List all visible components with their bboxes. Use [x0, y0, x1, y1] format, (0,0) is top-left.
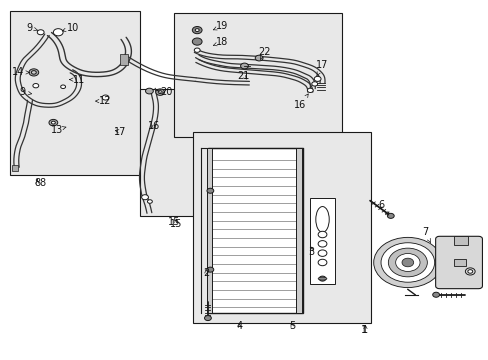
- Circle shape: [142, 195, 148, 200]
- Bar: [453, 259, 466, 266]
- Circle shape: [380, 243, 434, 282]
- Circle shape: [194, 48, 200, 52]
- Text: 13: 13: [51, 125, 66, 135]
- Text: 9: 9: [26, 23, 38, 33]
- Circle shape: [432, 292, 439, 297]
- Bar: [207, 148, 303, 313]
- Text: 18: 18: [213, 37, 228, 47]
- Text: 8: 8: [34, 177, 40, 188]
- Circle shape: [387, 248, 427, 277]
- Circle shape: [255, 55, 263, 61]
- Text: 17: 17: [316, 60, 328, 76]
- Bar: [207, 148, 212, 313]
- Text: 20: 20: [157, 87, 172, 97]
- Text: 22: 22: [257, 46, 270, 59]
- Circle shape: [192, 27, 202, 34]
- Circle shape: [29, 69, 39, 76]
- Bar: [193, 132, 370, 323]
- Ellipse shape: [192, 40, 201, 43]
- Text: 8: 8: [39, 178, 45, 188]
- Circle shape: [33, 84, 39, 88]
- Circle shape: [319, 276, 325, 281]
- Text: 5: 5: [288, 321, 295, 331]
- Bar: [296, 148, 302, 313]
- Circle shape: [240, 63, 248, 69]
- Text: 21: 21: [237, 71, 249, 81]
- Circle shape: [373, 237, 441, 288]
- Text: 15: 15: [167, 217, 180, 227]
- Ellipse shape: [315, 207, 328, 232]
- Text: 4: 4: [236, 321, 242, 331]
- Circle shape: [61, 85, 65, 89]
- Text: 12: 12: [95, 96, 111, 106]
- Circle shape: [318, 240, 326, 247]
- Text: 3: 3: [308, 247, 314, 257]
- Bar: [12, 165, 18, 171]
- Circle shape: [156, 89, 164, 95]
- Circle shape: [158, 91, 162, 94]
- Circle shape: [195, 29, 199, 32]
- Ellipse shape: [318, 277, 326, 280]
- Circle shape: [145, 88, 153, 94]
- Circle shape: [395, 253, 419, 271]
- Bar: [10, 12, 140, 175]
- Circle shape: [192, 38, 202, 45]
- Text: 6: 6: [377, 200, 388, 215]
- Bar: [173, 13, 341, 137]
- Circle shape: [401, 258, 413, 267]
- Circle shape: [314, 76, 321, 81]
- Circle shape: [465, 268, 474, 275]
- Text: 11: 11: [69, 75, 84, 85]
- Bar: [140, 89, 210, 216]
- Circle shape: [51, 121, 55, 124]
- Text: 14: 14: [12, 67, 29, 77]
- Text: 16: 16: [294, 94, 307, 110]
- Bar: [310, 198, 334, 284]
- Circle shape: [37, 30, 44, 35]
- Circle shape: [204, 316, 211, 320]
- Text: 17: 17: [114, 127, 126, 136]
- Circle shape: [311, 82, 317, 86]
- Circle shape: [206, 188, 213, 193]
- Text: 10: 10: [62, 23, 79, 33]
- Text: 7: 7: [421, 227, 429, 242]
- Text: 9: 9: [20, 87, 32, 97]
- Circle shape: [386, 213, 393, 219]
- FancyBboxPatch shape: [435, 236, 482, 289]
- Circle shape: [49, 120, 58, 126]
- Text: 1: 1: [360, 325, 366, 335]
- Circle shape: [102, 95, 109, 100]
- Circle shape: [206, 267, 213, 272]
- Bar: [453, 235, 467, 244]
- Text: 16: 16: [148, 121, 160, 131]
- Circle shape: [467, 270, 472, 273]
- Circle shape: [147, 200, 152, 203]
- Circle shape: [307, 88, 313, 93]
- Bar: [120, 54, 128, 65]
- Circle shape: [53, 29, 63, 36]
- Circle shape: [318, 250, 326, 256]
- Text: 1: 1: [362, 325, 368, 335]
- Circle shape: [318, 231, 326, 238]
- Circle shape: [31, 71, 36, 74]
- Text: 19: 19: [213, 21, 228, 31]
- Text: 15: 15: [170, 219, 182, 229]
- Text: 2: 2: [203, 268, 209, 278]
- Circle shape: [318, 259, 326, 266]
